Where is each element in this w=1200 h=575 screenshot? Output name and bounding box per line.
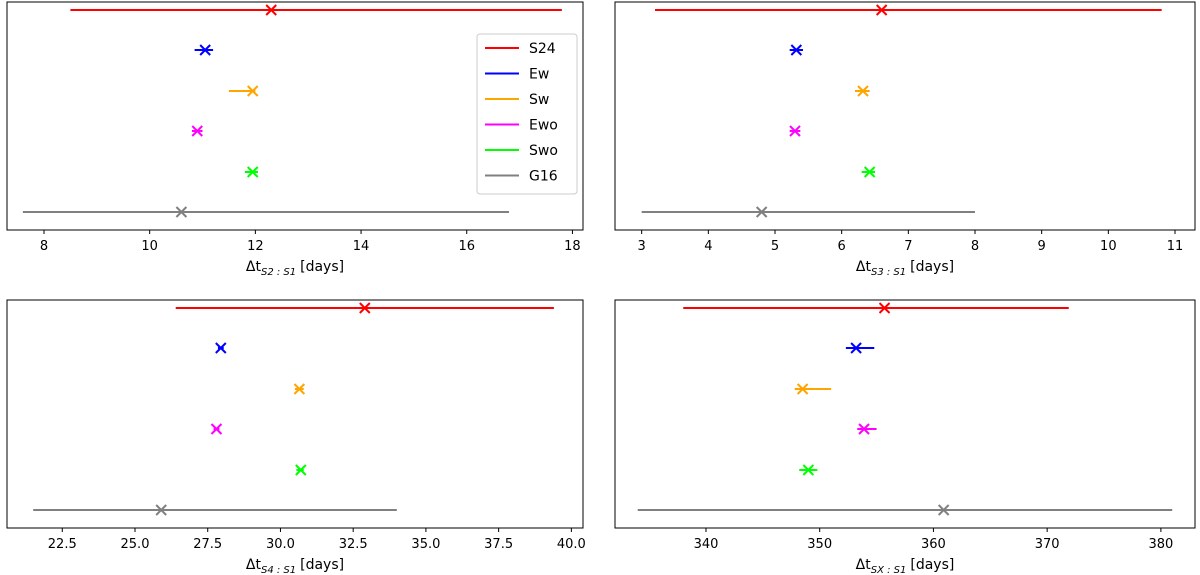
legend: S24 Ew Sw Ewo Swo G16 (477, 34, 577, 194)
x-axis-label-symbol: Δt (246, 259, 262, 275)
x-tick-label: 10 (141, 239, 158, 254)
series-s24 (655, 5, 1162, 15)
series-s24 (176, 303, 554, 313)
x-axis-label-symbol: Δt (856, 557, 872, 573)
legend-label: G16 (529, 169, 558, 185)
series-g16 (642, 207, 975, 217)
x-tick-label: 4 (704, 239, 712, 254)
series-swo (862, 167, 875, 177)
x-tick-label: 9 (1038, 239, 1046, 254)
x-tick-label: 25.0 (121, 537, 150, 552)
x-tick-label: 5 (771, 239, 779, 254)
x-tick-label: 16 (458, 239, 475, 254)
series-sw (855, 86, 870, 96)
x-axis-label-subscript: S3 : S1 (871, 267, 906, 278)
x-tick-label: 7 (904, 239, 912, 254)
series-ewo (211, 424, 221, 434)
legend-label: S24 (529, 41, 556, 57)
x-tick-label: 360 (921, 537, 946, 552)
x-tick-label: 12 (247, 239, 264, 254)
series-swo (296, 465, 306, 475)
x-axis-label-subscript: S4 : S1 (261, 565, 296, 575)
x-axis-label: ΔtS2 : S1 [days] (246, 259, 344, 278)
x-axis-label-unit: [days] (910, 557, 954, 573)
series-swo (799, 465, 817, 475)
legend-box (477, 34, 577, 194)
axes-frame (615, 2, 1195, 230)
series-ew (195, 45, 213, 55)
series-g16 (23, 207, 509, 217)
series-g16 (33, 505, 397, 515)
x-tick-label: 37.5 (484, 537, 513, 552)
cross-marker (211, 424, 221, 434)
x-tick-label: 40.0 (557, 537, 586, 552)
x-axis-label-unit: [days] (300, 259, 344, 275)
x-tick-label: 11 (1167, 239, 1184, 254)
series-ewo (790, 126, 801, 136)
series-ew (790, 45, 803, 55)
x-axis-label-unit: [days] (300, 557, 344, 573)
panel-s3-s1: 3 4 5 6 7 8 9 10 11 ΔtS3 : S1 [days] (615, 2, 1195, 278)
series-sw (294, 384, 304, 394)
x-tick-label: 8 (40, 239, 48, 254)
x-axis-label-subscript: SX : S1 (871, 565, 907, 575)
figure: 8 10 12 14 16 18ΔtS2 : S1 [days]S24EwSwEwoSwoG… (0, 0, 1200, 575)
panel-sx-s1: 340 350 360 370 380 ΔtSX : S1 [days] (615, 300, 1195, 575)
x-tick-label: 380 (1148, 537, 1173, 552)
panel-s4-s1: 22.5 25.0 27.5 30.0 32.5 35.0 37.5 40.0 ΔtS4 : S… (7, 300, 586, 575)
x-axis-label-symbol: Δt (856, 259, 872, 275)
x-axis-label: ΔtS4 : S1 [days] (246, 557, 344, 575)
x-tick-label: 30.0 (266, 537, 295, 552)
x-tick-label: 6 (838, 239, 846, 254)
x-tick-label: 27.5 (193, 537, 222, 552)
series-ew (216, 343, 226, 353)
series-ew (846, 343, 874, 353)
series-sw (229, 86, 258, 96)
axes-frame (615, 300, 1195, 528)
x-axis-label-symbol: Δt (246, 557, 262, 573)
x-tick-label: 18 (564, 239, 581, 254)
x-tick-label: 32.5 (339, 537, 368, 552)
series-g16 (638, 505, 1173, 515)
legend-label: Swo (529, 143, 558, 159)
series-s24 (70, 5, 561, 15)
x-tick-label: 14 (353, 239, 370, 254)
legend-label: Ew (529, 67, 549, 83)
axes-frame (7, 300, 583, 528)
series-ewo (857, 424, 876, 434)
panel-s2-s1: 8 10 12 14 16 18 ΔtS2 : S1 [days] S24 Ew Sw Ewo Swo G… (7, 2, 583, 278)
x-axis-label-unit: [days] (910, 259, 954, 275)
legend-label: Sw (529, 92, 549, 108)
x-tick-label: 370 (1035, 537, 1060, 552)
x-tick-label: 10 (1100, 239, 1117, 254)
legend-label: Ewo (529, 118, 558, 134)
x-tick-label: 340 (694, 537, 719, 552)
x-tick-label: 350 (807, 537, 832, 552)
x-tick-label: 35.0 (411, 537, 440, 552)
series-swo (245, 167, 258, 177)
x-tick-label: 22.5 (48, 537, 77, 552)
x-axis-label-subscript: S2 : S1 (261, 267, 296, 278)
x-axis-label: ΔtSX : S1 [days] (856, 557, 955, 575)
x-tick-label: 8 (971, 239, 979, 254)
series-s24 (683, 303, 1069, 313)
x-tick-label: 3 (638, 239, 646, 254)
cross-marker (216, 343, 226, 353)
x-axis-label: ΔtS3 : S1 [days] (856, 259, 954, 278)
series-ewo (192, 126, 203, 136)
series-sw (795, 384, 831, 394)
